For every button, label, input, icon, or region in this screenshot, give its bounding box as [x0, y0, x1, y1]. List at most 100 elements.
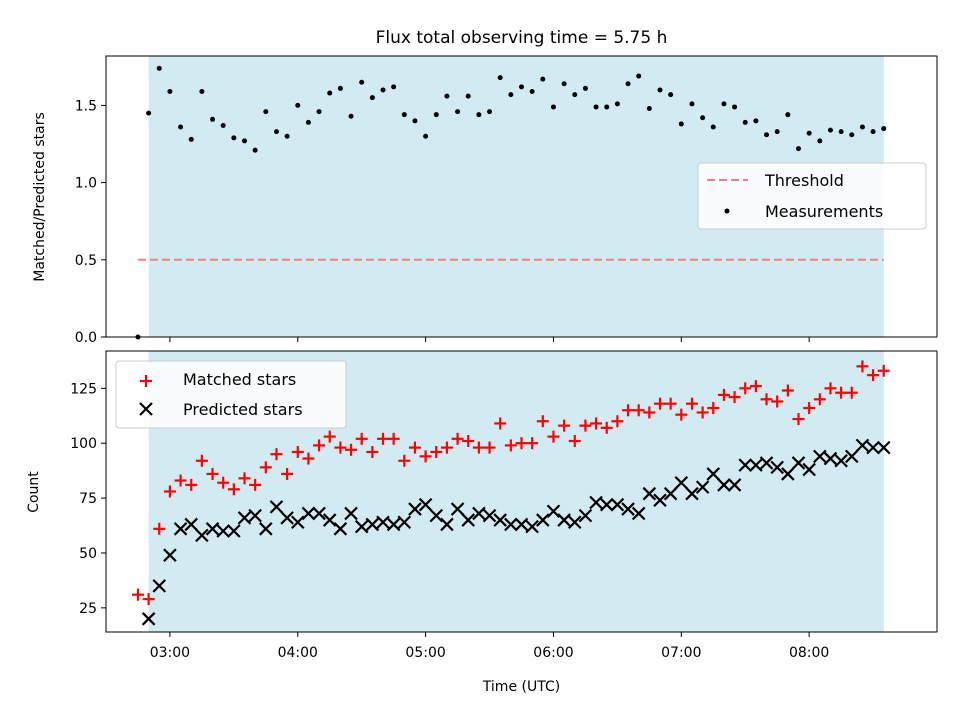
measurement-point	[242, 138, 247, 144]
predicted-point	[525, 519, 539, 534]
matched-point	[377, 432, 389, 445]
bottom-legend-box	[115, 360, 347, 429]
measurement-point	[636, 73, 642, 79]
matched-point	[313, 439, 326, 452]
measurement-point	[220, 122, 226, 128]
predicted-point-b	[717, 478, 731, 492]
bottom-frame	[105, 350, 938, 633]
predicted-point	[259, 522, 273, 536]
predicted-point	[184, 517, 199, 532]
matched-point	[728, 391, 741, 404]
predicted-point	[493, 513, 507, 527]
predicted-point-b	[759, 456, 774, 470]
measurement-point	[263, 109, 269, 115]
measurement-point	[252, 147, 258, 153]
predicted-point-b	[589, 495, 603, 510]
measurement-point	[646, 105, 652, 111]
measurement-point	[508, 92, 514, 98]
measurement-point	[284, 133, 290, 139]
predicted-point	[397, 515, 412, 530]
predicted-point-b	[770, 460, 784, 475]
predicted-point	[557, 513, 571, 527]
predicted-point-b	[866, 440, 880, 455]
measurement-point	[881, 126, 887, 132]
predicted-point	[248, 508, 262, 523]
predicted-point	[610, 497, 625, 512]
predicted-point	[653, 493, 667, 508]
predicted-point	[599, 497, 614, 512]
predicted-point-b	[855, 438, 870, 453]
predicted-point-b	[461, 513, 476, 527]
bottom-legend: Matched stars Predicted stars	[115, 360, 347, 429]
predicted-point-b	[312, 506, 326, 521]
matched-point	[174, 474, 187, 487]
predicted-point-b	[621, 502, 635, 516]
predicted-point-b	[525, 519, 539, 534]
matched-point	[717, 388, 730, 401]
predicted-point	[823, 451, 838, 466]
matched-point	[494, 417, 507, 430]
predicted-point-b	[259, 522, 273, 536]
predicted-point-b	[301, 506, 316, 521]
matched-point	[131, 588, 144, 601]
predicted-point	[472, 506, 486, 521]
predicted-point	[834, 453, 848, 468]
matched-point	[398, 454, 411, 467]
predicted-point-b	[450, 502, 465, 516]
measurement-point	[582, 85, 588, 91]
matched-point	[632, 404, 645, 417]
measurement-point	[678, 121, 684, 127]
measurement-point	[689, 101, 695, 107]
measurement-point	[156, 65, 162, 71]
predicted-point-b	[546, 504, 561, 519]
predicted-point	[844, 449, 859, 464]
measurement-point	[796, 146, 801, 152]
measurement-point	[178, 124, 184, 130]
matched-point	[483, 441, 496, 454]
measurement-point	[774, 129, 780, 135]
predicted-point	[727, 478, 742, 492]
predicted-point-b	[791, 456, 806, 470]
bottom-xtick-label: 08:00	[789, 645, 829, 661]
predicted-point	[791, 456, 806, 470]
measurement-point	[540, 76, 546, 82]
predicted-point-b	[813, 449, 827, 464]
predicted-point	[781, 467, 795, 481]
predicted-point	[770, 460, 784, 475]
measurement-point	[359, 79, 365, 85]
matched-point	[504, 439, 517, 452]
measurement-point	[487, 109, 493, 115]
measurement-point	[838, 129, 844, 135]
measurement-point	[465, 93, 471, 99]
top-panel: 0.0 0.5 1.0 1.5 Matched/Predicted stars Thr…	[32, 55, 938, 346]
measurement-point	[401, 112, 407, 118]
predicted-point	[578, 508, 593, 523]
predicted-point-b	[365, 517, 380, 532]
matched-point	[302, 452, 315, 465]
predicted-point	[802, 462, 816, 477]
measurement-point	[700, 115, 706, 121]
predicted-point-b	[184, 517, 199, 532]
predicted-point	[866, 440, 880, 455]
matched-point	[526, 437, 539, 450]
predicted-point-b	[429, 508, 444, 523]
predicted-point	[589, 495, 603, 510]
measurement-point	[273, 129, 279, 135]
measurements-legend-label: Measurements	[765, 202, 883, 221]
matched-point	[419, 450, 432, 463]
predicted-point-b	[333, 522, 348, 536]
predicted-point	[173, 522, 188, 536]
predicted-point-b	[237, 511, 252, 525]
measurement-point	[519, 84, 524, 90]
top-ytick-label: 0.5	[75, 253, 97, 269]
top-ytick-label: 1.0	[75, 176, 97, 192]
predicted-point-b	[227, 524, 241, 538]
measurement-point	[721, 101, 727, 107]
measurement-point	[657, 87, 663, 93]
matched-point	[366, 445, 379, 458]
measurement-point	[380, 87, 386, 93]
predicted-point	[546, 504, 561, 519]
predicted-point	[685, 486, 699, 501]
matched-point	[270, 448, 283, 461]
matched-point	[696, 406, 709, 419]
